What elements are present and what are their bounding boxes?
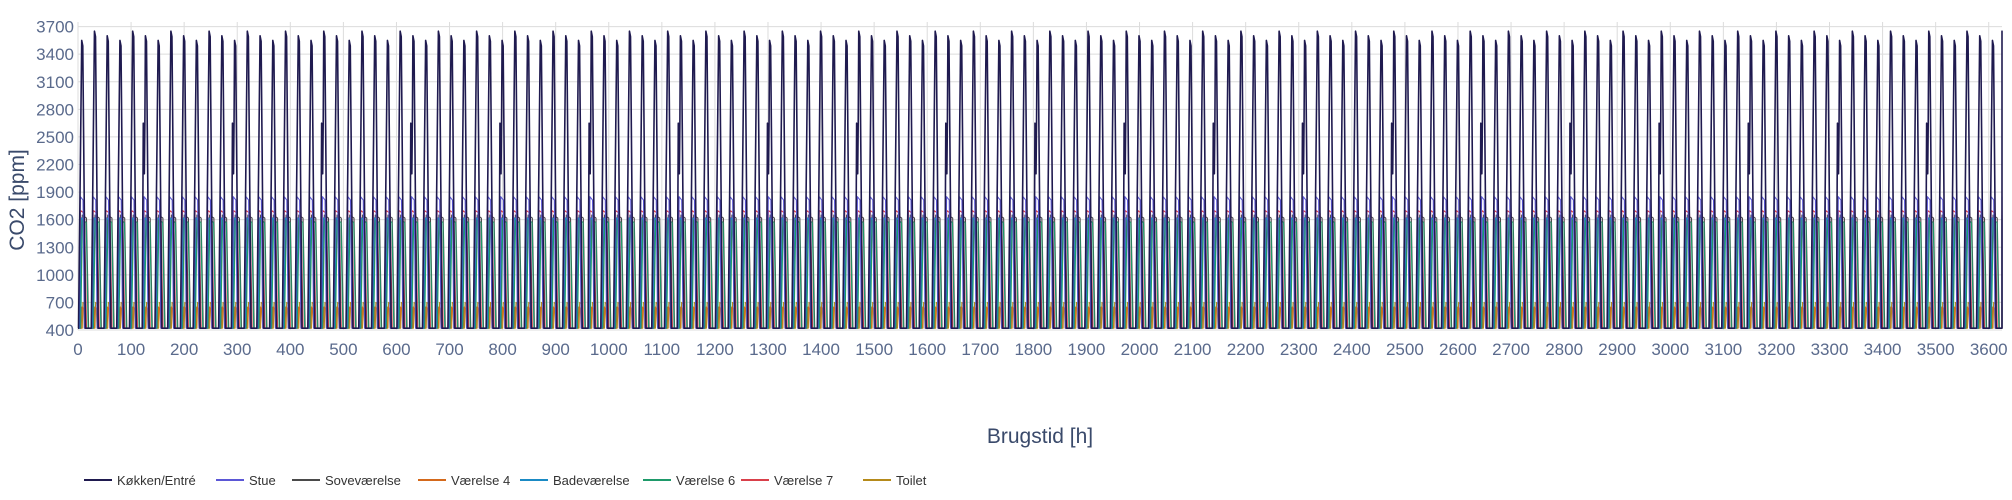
x-tick-label: 1800 (1014, 340, 1052, 359)
y-tick-label: 3400 (36, 45, 74, 64)
x-tick-label: 1000 (590, 340, 628, 359)
x-tick-label: 2400 (1333, 340, 1371, 359)
legend-label: Toilet (896, 473, 927, 488)
x-tick-label: 500 (329, 340, 357, 359)
x-tick-label: 2600 (1439, 340, 1477, 359)
y-tick-label: 2800 (36, 100, 74, 119)
x-tick-label: 1600 (908, 340, 946, 359)
legend-label: Værelse 4 (451, 473, 510, 488)
series-lines (77, 30, 2003, 329)
x-tick-label: 3300 (1811, 340, 1849, 359)
y-tick-label: 3100 (36, 73, 74, 92)
x-tick-label: 2000 (1121, 340, 1159, 359)
legend-label: Køkken/Entré (117, 473, 196, 488)
legend-label: Badeværelse (553, 473, 630, 488)
x-tick-label: 3600 (1970, 340, 2008, 359)
x-tick-label: 3200 (1758, 340, 1796, 359)
x-tick-label: 2800 (1545, 340, 1583, 359)
x-tick-label: 800 (488, 340, 516, 359)
y-tick-label: 1600 (36, 211, 74, 230)
legend: Køkken/Entré Stue Soveværelse Værelse 4 Bade… (84, 473, 927, 488)
x-tick-label: 1200 (696, 340, 734, 359)
x-tick-label: 600 (382, 340, 410, 359)
x-tick-label: 3000 (1651, 340, 1689, 359)
x-tick-label: 1300 (749, 340, 787, 359)
x-tick-label: 3100 (1704, 340, 1742, 359)
x-tick-label: 3500 (1917, 340, 1955, 359)
x-tick-label: 2300 (1280, 340, 1318, 359)
x-tick-labels: 0 100 200 300 400 500 600 700 800 900 1000 1100 1200… (73, 340, 2007, 359)
x-tick-label: 200 (170, 340, 198, 359)
y-tick-label: 1300 (36, 238, 74, 257)
x-tick-label: 1700 (961, 340, 999, 359)
y-tick-label: 1000 (36, 266, 74, 285)
x-axis-title: Brugstid [h] (987, 425, 1093, 448)
y-axis-title: CO2 [ppm] (6, 149, 29, 251)
legend-label: Værelse 7 (774, 473, 833, 488)
y-tick-label: 3700 (36, 18, 74, 37)
x-tick-label: 2700 (1492, 340, 1530, 359)
y-tick-label: 2200 (36, 156, 74, 175)
x-tick-label: 3400 (1864, 340, 1902, 359)
x-tick-label: 300 (223, 340, 251, 359)
legend-label: Værelse 6 (676, 473, 735, 488)
legend-label: Stue (249, 473, 276, 488)
x-tick-label: 2100 (1174, 340, 1212, 359)
y-tick-label: 2500 (36, 128, 74, 147)
y-tick-label: 1900 (36, 183, 74, 202)
x-tick-label: 1100 (644, 340, 681, 359)
x-tick-label: 400 (276, 340, 304, 359)
x-tick-label: 2900 (1598, 340, 1636, 359)
legend-label: Soveværelse (325, 473, 401, 488)
x-tick-label: 700 (435, 340, 463, 359)
x-tick-label: 1400 (802, 340, 840, 359)
x-tick-label: 2200 (1227, 340, 1265, 359)
y-tick-labels: 400 700 1000 1300 1600 1900 2200 2500 2800 3100 34… (36, 18, 74, 340)
y-tick-label: 400 (46, 321, 74, 340)
x-tick-label: 900 (541, 340, 569, 359)
x-tick-label: 1900 (1068, 340, 1106, 359)
y-tick-label: 700 (46, 293, 74, 312)
x-tick-label: 1500 (855, 340, 893, 359)
series-line (77, 30, 2003, 329)
x-tick-label: 2500 (1386, 340, 1424, 359)
x-tick-label: 100 (117, 340, 145, 359)
x-tick-label: 0 (73, 340, 82, 359)
